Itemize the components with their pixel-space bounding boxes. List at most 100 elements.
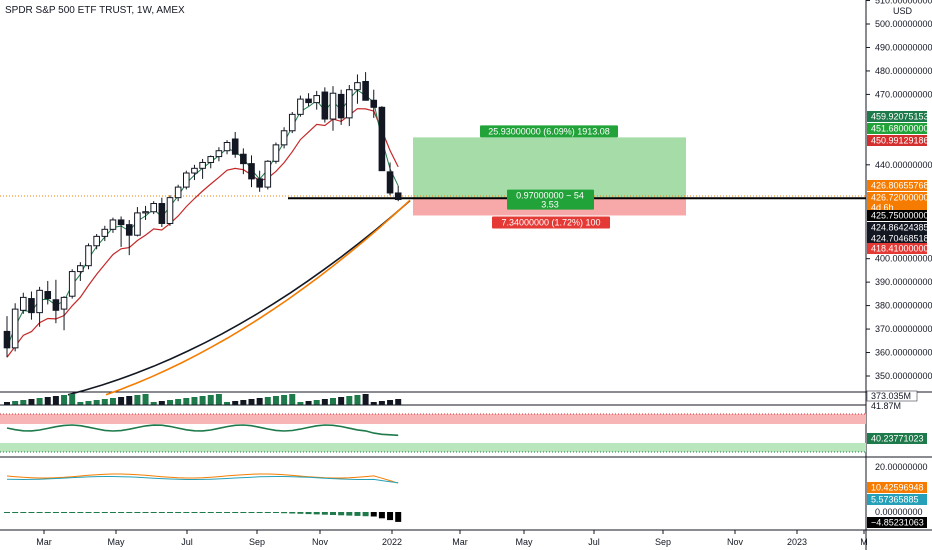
volume-bar xyxy=(305,401,312,405)
volume-bar xyxy=(289,394,296,405)
volume-bar xyxy=(248,399,255,405)
macd-value: 10.42596948 xyxy=(871,483,924,493)
macd-hist-bar xyxy=(109,512,116,513)
candle-body xyxy=(231,138,239,155)
y-tick-label: 480.00000000 xyxy=(875,66,932,76)
middle-label-1: 0.97000000 ~ 54 xyxy=(516,191,584,201)
candle-body xyxy=(321,91,329,120)
candle-body xyxy=(85,245,92,267)
candle-body xyxy=(11,308,19,349)
volume-bar xyxy=(232,401,239,405)
price-tag-label: 451.68000000 xyxy=(871,124,929,134)
macd-hist-bar xyxy=(370,512,377,517)
candle-body xyxy=(44,291,52,300)
candle-body xyxy=(158,203,166,224)
macd-line xyxy=(6,473,399,484)
macd-scale-top: 20.00000000 xyxy=(875,462,928,472)
x-tick-label: May xyxy=(107,537,125,547)
volume-bar xyxy=(175,399,182,405)
rsi-oversold-band xyxy=(0,443,866,452)
candle-body xyxy=(183,172,190,188)
macd-hist-bar xyxy=(142,512,149,513)
macd-hist-bar xyxy=(215,512,222,513)
candle-body xyxy=(60,296,68,310)
macd-hist-bar xyxy=(232,512,239,513)
candle-body xyxy=(297,98,304,115)
candle-body xyxy=(264,160,272,188)
volume-label-2: 41.87M xyxy=(871,401,901,411)
price-tag xyxy=(867,192,927,203)
price-tag xyxy=(867,111,927,122)
y-tick-label: 370.00000000 xyxy=(875,324,932,334)
macd-hist-bar xyxy=(85,512,92,513)
macd-hist-bar xyxy=(330,512,336,515)
candle-body xyxy=(313,95,320,104)
x-tick-label: Nov xyxy=(312,537,329,547)
x-tick-label: Jul xyxy=(588,537,600,547)
macd-hist-bar xyxy=(305,512,312,515)
volume-bar xyxy=(297,402,304,405)
volume-bar xyxy=(85,401,92,405)
macd-hist-bar xyxy=(281,512,288,514)
volume-bar xyxy=(224,402,231,405)
candle-body xyxy=(215,150,223,158)
volume-bar xyxy=(61,395,68,405)
candle-body xyxy=(109,219,117,230)
candle-body xyxy=(394,192,402,201)
x-tick-label: Nov xyxy=(727,537,744,547)
y-tick-label: 380.00000000 xyxy=(875,301,932,311)
candle-body xyxy=(223,142,231,152)
macd-hist-bar xyxy=(69,512,76,513)
candle-body xyxy=(134,212,141,236)
y-tick-label: 400.00000000 xyxy=(875,254,932,264)
macd-hist-bar xyxy=(150,512,157,513)
volume-bar xyxy=(118,397,125,405)
candle-body xyxy=(166,197,174,224)
volume-bar xyxy=(183,398,190,405)
macd-hist-bar xyxy=(395,512,402,522)
macd-hist-bar xyxy=(224,512,231,513)
macd-hist-bar xyxy=(387,512,394,521)
macd-hist-bar xyxy=(199,512,206,513)
macd-hist-bar xyxy=(256,512,263,513)
macd-hist-bar xyxy=(12,512,19,513)
candle-body xyxy=(346,89,353,119)
candle-body xyxy=(20,296,27,311)
macd-hist-bar xyxy=(158,512,165,513)
volume-bar xyxy=(354,395,361,405)
x-tick-label: M xyxy=(860,537,868,547)
hist-tag xyxy=(867,517,927,528)
middle-label-2: 3.53 xyxy=(541,200,559,210)
candle-body xyxy=(52,299,60,311)
stop-box xyxy=(492,216,610,229)
macd-hist-bar xyxy=(20,512,27,513)
macd-hist-bar xyxy=(362,512,369,517)
middle-box xyxy=(507,189,594,210)
volume-bar xyxy=(167,400,173,405)
macd-hist-bar xyxy=(28,512,35,513)
x-tick-label: Sep xyxy=(655,537,671,547)
price-tag-label: 425.75000000 xyxy=(871,211,929,221)
hist-value: −4.85231063 xyxy=(871,518,924,528)
volume-bar xyxy=(93,400,100,405)
volume-bar xyxy=(378,401,385,405)
macd-hist-bar xyxy=(4,512,10,513)
volume-bar xyxy=(77,402,84,405)
rsi-tag xyxy=(867,433,927,444)
volume-bar xyxy=(4,402,10,405)
macd-hist-bar xyxy=(346,512,353,516)
candle-body xyxy=(256,178,263,188)
candle-body xyxy=(362,80,369,101)
volume-bar xyxy=(191,397,198,405)
macd-hist-bar xyxy=(167,512,173,513)
price-tag-label: 450.99129186 xyxy=(871,136,929,146)
volume-bar xyxy=(387,400,394,405)
macd-hist-bar xyxy=(44,512,51,513)
macd-hist-bar xyxy=(134,512,141,513)
candle-body xyxy=(174,186,182,199)
x-tick-label: Mar xyxy=(452,537,468,547)
x-tick-label: 2022 xyxy=(382,537,402,547)
macd-hist-bar xyxy=(240,512,247,513)
